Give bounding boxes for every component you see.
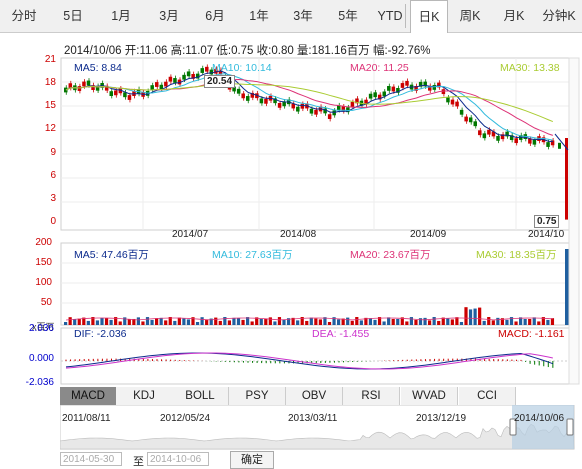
volume-ma-lines [65,317,553,321]
indicator-tab-wvad[interactable]: WVAD [401,387,458,405]
ma10-label: MA10: 10.14 [212,62,272,74]
volume-panel-frame [60,242,570,326]
date-axis-label: 2014/09 [410,229,447,240]
ma20-label: MA20: 11.25 [350,62,409,74]
tab-separator [405,4,406,28]
volume-axis-label: 50 [40,297,52,308]
vol-ma30-label: MA30: 18.35百万 [476,249,557,261]
volume-axis-label: 200 [35,237,52,248]
tab-10[interactable]: 周K [459,9,481,23]
tab-3[interactable]: 3月 [159,9,179,23]
price-grid [61,58,569,230]
range-end-input[interactable]: 2014-10-06 [147,452,209,466]
volume-axis-label: 100 [35,277,52,288]
macd-dif-label: DIF: -2.036 [74,328,127,340]
tab-4[interactable]: 6月 [205,9,225,23]
range-start-input[interactable]: 2014-05-30 [60,452,122,466]
range-axis-label: 2011/08/11 [62,413,111,424]
price-axis-label: 18 [44,77,56,89]
vol-ma5-label: MA5: 47.46百万 [74,249,149,261]
high-price-marker: 20.54 [204,75,236,88]
volume-unit: x百万 [32,322,55,332]
tab-12[interactable]: 分钟K [542,9,576,23]
tab-1[interactable]: 5日 [63,9,83,23]
range-handle-left[interactable] [509,418,517,436]
price-axis-label: 6 [50,169,56,181]
moving-average-lines [65,70,569,151]
macd-value-label: MACD: -1.161 [498,328,565,340]
range-navigator-series [60,423,575,450]
tab-8[interactable]: YTD [377,9,403,23]
price-axis-label: 9 [50,146,56,158]
date-axis-label: 2014/10 [528,229,565,240]
volume-bars [64,249,569,325]
vol-ma10-label: MA10: 27.63百万 [212,249,293,261]
indicator-tab-cci[interactable]: CCI [459,387,516,405]
period-tab-bar [0,0,582,33]
tab-0[interactable]: 分时 [11,9,37,23]
range-handle-right[interactable] [566,418,574,436]
range-axis-label: 2013/03/11 [288,413,338,424]
date-axis-label: 2014/07 [172,229,209,240]
indicator-tab-obv[interactable]: OBV [286,387,343,405]
indicator-tab-macd[interactable]: MACD [60,387,117,405]
ma30-label: MA30: 13.38 [500,62,560,74]
indicator-tab-rsi[interactable]: RSI [343,387,400,405]
tab-5[interactable]: 1年 [249,9,269,23]
indicator-tab-psy[interactable]: PSY [229,387,286,405]
volume-grid [61,262,569,304]
quote-summary: 2014/10/06 开:11.06 高:11.07 低:0.75 收:0.80… [64,45,431,57]
macd-lines [65,352,554,370]
confirm-button[interactable]: 确定 [230,451,274,469]
tab-2[interactable]: 1月 [111,9,131,23]
range-axis-label: 2012/05/24 [160,413,211,424]
low-price-marker: 0.75 [534,215,560,228]
price-axis-label: 3 [50,192,56,204]
chart-canvas [60,57,580,385]
range-axis-label: 2013/12/19 [416,413,467,424]
vol-ma20-label: MA20: 23.67百万 [350,249,431,261]
macd-axis-label: 2.036 [28,323,54,334]
range-axis-label: 2014/10/06 [514,413,565,424]
range-selection[interactable] [512,405,574,449]
tab-9[interactable]: 日K [410,0,448,33]
macd-axis-label: -2.036 [25,377,54,388]
date-axis-label: 2014/08 [280,229,317,240]
indicator-tab-kdj[interactable]: KDJ [116,387,173,405]
tab-6[interactable]: 3年 [293,9,313,23]
ma5-label: MA5: 8.84 [74,62,122,74]
price-axis-label: 15 [44,100,56,112]
macd-dea-label: DEA: -1.455 [312,328,370,340]
price-axis-label: 0 [50,216,56,227]
tab-11[interactable]: 月K [503,9,525,23]
range-separator: 至 [133,456,144,468]
price-axis-label: 12 [44,123,56,135]
macd-histogram [65,358,554,368]
chart-right-edge [568,57,580,385]
price-axis-label: 21 [44,54,56,65]
volume-axis-label: 150 [35,257,52,268]
macd-axis-label: 0.000 [28,353,54,364]
indicator-tab-boll[interactable]: BOLL [172,387,229,405]
tab-7[interactable]: 5年 [338,9,358,23]
range-navigator[interactable] [60,405,578,451]
price-panel-frame [60,57,570,231]
